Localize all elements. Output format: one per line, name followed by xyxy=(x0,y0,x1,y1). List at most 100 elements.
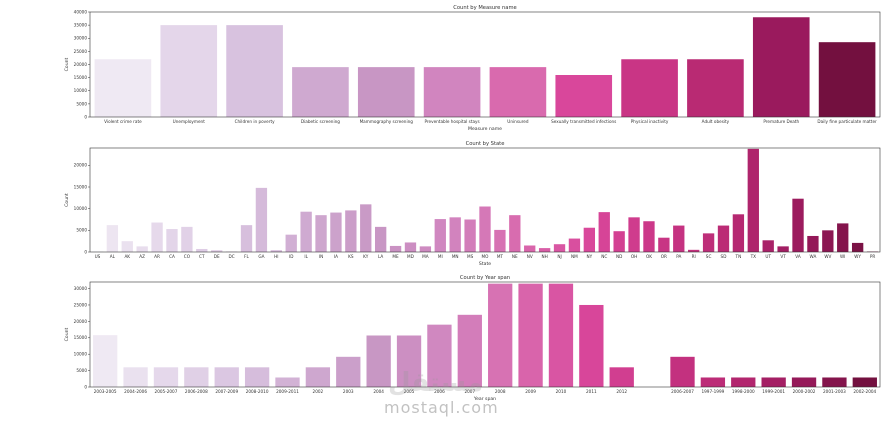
x-tick-label: AL xyxy=(110,254,116,259)
y-tick-label: 20000 xyxy=(74,62,88,67)
x-tick-label: NY xyxy=(586,254,592,259)
x-tick-label: 2002-2004 xyxy=(853,389,876,394)
x-tick-label: 2003 xyxy=(343,389,354,394)
bar xyxy=(285,234,297,252)
x-tick-label: US xyxy=(95,254,101,259)
bar xyxy=(153,367,179,387)
x-tick-label: 2004 xyxy=(373,389,384,394)
bar xyxy=(330,212,342,252)
x-tick-label: 2005 xyxy=(404,389,415,394)
bar xyxy=(434,219,446,252)
chart-title: Count by State xyxy=(466,141,505,147)
y-tick-label: 0 xyxy=(84,114,87,119)
bar xyxy=(613,231,625,252)
bar xyxy=(852,377,877,387)
y-tick-label: 5000 xyxy=(76,228,87,233)
bar xyxy=(226,25,283,117)
watermark-text: mostaql.com xyxy=(384,398,499,417)
plot-frame xyxy=(89,281,881,388)
bar xyxy=(457,314,482,387)
bar xyxy=(93,335,118,387)
x-tick-label: MI xyxy=(438,254,443,259)
bar xyxy=(818,42,876,117)
x-tick-label: Preventable hospital stays xyxy=(424,119,479,124)
bar xyxy=(211,250,223,252)
bar xyxy=(555,75,613,117)
bar xyxy=(700,377,726,387)
bar xyxy=(762,240,774,252)
bar xyxy=(791,377,817,387)
x-tick-label: NM xyxy=(571,254,578,259)
x-tick-label: ME xyxy=(392,254,399,259)
x-tick-label: UT xyxy=(765,254,771,259)
x-tick-label: WY xyxy=(854,254,861,259)
bar xyxy=(837,223,849,252)
y-tick-label: 15000 xyxy=(74,75,88,80)
bar xyxy=(357,67,415,117)
bar xyxy=(553,244,566,252)
x-tick-label: CO xyxy=(184,254,191,259)
x-tick-label: 1997-1999 xyxy=(701,389,724,394)
bar xyxy=(489,67,547,117)
bar xyxy=(151,222,163,252)
bar xyxy=(419,246,432,252)
bar xyxy=(404,242,417,252)
chart-title: Count by Measure name xyxy=(453,5,516,11)
bar xyxy=(628,217,640,252)
x-tick-label: 2006 xyxy=(434,389,445,394)
x-tick-label: PR xyxy=(870,254,876,259)
x-tick-label: MA xyxy=(422,254,429,259)
x-tick-label: NH xyxy=(541,254,547,259)
y-tick-label: 20000 xyxy=(74,163,88,168)
plot-frame xyxy=(89,11,881,118)
x-tick-label: 2011 xyxy=(586,389,597,394)
x-tick-label: MS xyxy=(467,254,474,259)
bar xyxy=(851,242,864,252)
y-tick-label: 5000 xyxy=(76,101,87,106)
bar xyxy=(196,248,208,252)
bar xyxy=(300,211,312,252)
bar xyxy=(702,233,715,252)
y-tick-label: 10000 xyxy=(74,88,88,93)
bar xyxy=(732,214,745,252)
x-tick-label: 2012 xyxy=(616,389,627,394)
bar xyxy=(777,246,789,252)
x-tick-label: TN xyxy=(735,254,742,259)
x-tick-label: TX xyxy=(750,254,757,259)
x-tick-label: CT xyxy=(199,254,205,259)
bar xyxy=(305,367,331,387)
bar xyxy=(184,367,209,387)
chart-state: Count by State 0 5000 10000 15000 20000 Count U… xyxy=(64,141,881,267)
bar xyxy=(568,238,581,252)
y-tick-label: 20000 xyxy=(74,319,88,324)
x-tick-label: 2009-2011 xyxy=(276,389,299,394)
x-tick-label: OH xyxy=(631,254,637,259)
bar xyxy=(366,335,391,387)
bar xyxy=(160,25,218,117)
x-tick-label: AR xyxy=(154,254,160,259)
bar xyxy=(360,204,372,252)
y-tick-label: 30000 xyxy=(74,36,88,41)
bar xyxy=(345,210,357,252)
x-tick-label: Violent crime rate xyxy=(104,119,142,124)
x-tick-label: SC xyxy=(706,254,712,259)
bar xyxy=(609,367,634,387)
bar xyxy=(731,377,756,387)
y-tick-label: 25000 xyxy=(74,302,88,307)
bar xyxy=(717,225,730,252)
y-tick-label: 30000 xyxy=(74,286,88,291)
bar xyxy=(336,356,361,387)
x-tick-label: GA xyxy=(258,254,264,259)
x-tick-label: 2004-2006 xyxy=(124,389,147,394)
x-tick-label: MD xyxy=(407,254,414,259)
bar xyxy=(524,245,536,252)
x-tick-label: AZ xyxy=(139,254,145,259)
x-tick-label: DC xyxy=(229,254,235,259)
bar xyxy=(240,225,253,252)
bar xyxy=(807,235,819,252)
x-tick-label: ND xyxy=(616,254,622,259)
bar xyxy=(643,221,655,252)
bar xyxy=(123,367,148,387)
x-tick-label: 2007-2009 xyxy=(215,389,238,394)
bar xyxy=(121,241,133,252)
